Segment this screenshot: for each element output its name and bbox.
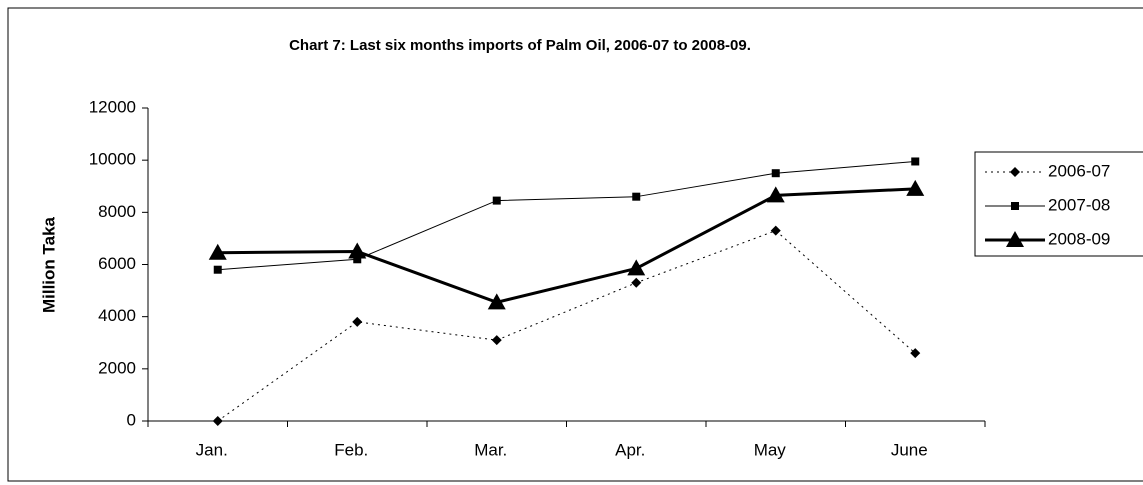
data-point — [770, 225, 781, 236]
legend-label: 2008-09 — [1048, 229, 1110, 248]
data-point — [910, 348, 921, 359]
data-point — [352, 316, 363, 327]
legend-label: 2006-07 — [1048, 161, 1110, 180]
data-point — [766, 186, 785, 203]
data-point — [631, 277, 642, 288]
y-axis-label: Million Taka — [39, 216, 58, 313]
data-point — [487, 293, 506, 310]
data-point — [208, 243, 227, 260]
y-tick-label: 4000 — [98, 306, 136, 325]
chart-border — [7, 7, 1143, 482]
x-tick-label: Jan. — [196, 440, 228, 459]
data-point — [906, 179, 925, 196]
data-point — [492, 196, 501, 205]
y-tick-label: 6000 — [98, 254, 136, 273]
x-tick-label: Mar. — [474, 440, 507, 459]
data-point — [632, 192, 641, 201]
chart-title: Chart 7: Last six months imports of Palm… — [289, 37, 751, 54]
data-point — [212, 416, 223, 426]
legend-label: 2007-08 — [1048, 195, 1110, 214]
data-point — [353, 255, 362, 264]
data-point — [771, 169, 780, 178]
series-line — [217, 187, 916, 304]
y-tick-label: 0 — [127, 410, 136, 429]
data-point — [627, 259, 646, 276]
y-tick-label: 12000 — [89, 97, 136, 116]
series-line — [217, 160, 916, 271]
y-tick-label: 10000 — [89, 150, 136, 169]
series-line — [217, 230, 916, 422]
x-tick-label: June — [891, 440, 928, 459]
legend-marker — [1011, 202, 1019, 210]
x-tick-label: Feb. — [334, 440, 368, 459]
y-tick-label: 8000 — [98, 202, 136, 221]
x-tick-label: May — [754, 440, 787, 459]
x-tick-label: Apr. — [615, 440, 645, 459]
data-point — [213, 265, 222, 274]
y-tick-label: 2000 — [98, 358, 136, 377]
data-point — [491, 335, 502, 346]
data-point — [348, 242, 367, 259]
legend-marker — [1006, 231, 1024, 247]
data-point — [911, 157, 920, 166]
legend-marker — [1010, 167, 1020, 177]
